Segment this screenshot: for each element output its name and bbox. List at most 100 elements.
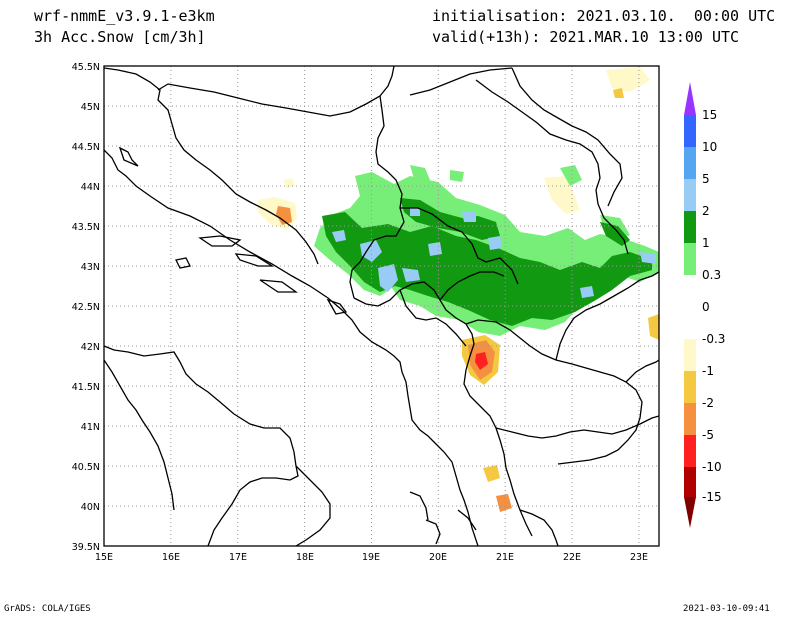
valid-time: valid(+13h): 2021.MAR.10 13:00 UTC	[432, 28, 740, 46]
colorbar-label: 5	[702, 172, 710, 186]
island	[175, 257, 191, 269]
field-patch	[402, 268, 420, 282]
border	[439, 271, 505, 301]
colorbar: 15 10 5 2 1 0.3 0 -0.3 -1 -2 -5 -10 -15	[684, 82, 725, 528]
lon-tick-label: 15E	[95, 552, 113, 563]
island	[259, 279, 299, 293]
lat-tick-label: 40.5N	[72, 462, 100, 473]
lon-tick-label: 17E	[229, 552, 247, 563]
field-patch	[475, 352, 488, 370]
island	[118, 146, 139, 167]
island	[234, 253, 275, 267]
italy-coast	[295, 465, 331, 546]
field-patch	[600, 222, 630, 246]
field-patch	[332, 230, 346, 242]
border	[353, 281, 533, 537]
model-title: wrf-nmmE_v3.9.1-e3km	[34, 7, 215, 25]
field-patch	[410, 208, 420, 216]
colorbar-label: -10	[702, 460, 722, 474]
lat-tick-label: 45.5N	[72, 62, 100, 73]
field-patch	[428, 242, 442, 256]
field-patch	[580, 286, 594, 298]
colorbar-label: 0.3	[702, 268, 721, 282]
lat-tick-label: 43.5N	[72, 222, 100, 233]
lat-tick-label: 44.5N	[72, 142, 100, 153]
lon-tick-label: 16E	[162, 552, 180, 563]
coastlines-borders	[104, 66, 659, 546]
lat-tick-label: 44N	[81, 182, 100, 193]
border	[425, 519, 441, 545]
lon-axis: 15E 16E 17E 18E 19E 20E 21E 22E 23E	[95, 552, 648, 563]
colorbar-segment	[684, 211, 696, 243]
border	[495, 415, 659, 439]
colorbar-label: 15	[702, 108, 717, 122]
colorbar-segment	[684, 403, 696, 435]
lon-tick-label: 23E	[630, 552, 648, 563]
field-patch	[378, 264, 398, 292]
border	[157, 66, 395, 117]
border	[104, 67, 319, 265]
colorbar-segment	[684, 307, 696, 339]
field-patch	[462, 212, 476, 222]
footer-credit: GrADS: COLA/IGES	[4, 604, 91, 614]
footer-timestamp: 2021-03-10-09:41	[683, 604, 770, 614]
border	[400, 207, 519, 285]
border	[519, 509, 559, 546]
lat-tick-label: 42.5N	[72, 302, 100, 313]
lat-axis: 45.5N 45N 44.5N 44N 43.5N 43N 42.5N 42N …	[72, 62, 100, 553]
colorbar-label: 10	[702, 140, 717, 154]
lat-tick-label: 41N	[81, 422, 100, 433]
colorbar-label: -2	[702, 396, 714, 410]
colorbar-label: 2	[702, 204, 710, 218]
italy-coast	[104, 345, 299, 546]
border	[475, 79, 629, 255]
field-patch	[560, 165, 582, 186]
lon-tick-label: 21E	[496, 552, 514, 563]
border	[625, 359, 659, 383]
colorbar-segment	[684, 147, 696, 179]
field-patch	[410, 165, 430, 182]
colorbar-segment	[684, 179, 696, 211]
colorbar-bottom-arrow	[684, 497, 696, 528]
field-patch	[648, 314, 659, 340]
field-patch	[450, 170, 464, 182]
colorbar-top-arrow	[684, 82, 696, 115]
colorbar-label: -15	[702, 490, 722, 504]
border	[457, 509, 477, 531]
lat-tick-label: 40N	[81, 502, 100, 513]
colorbar-label: -0.3	[702, 332, 725, 346]
lat-tick-label: 41.5N	[72, 382, 100, 393]
italy-coast	[104, 359, 175, 511]
lon-tick-label: 20E	[429, 552, 447, 563]
border	[409, 67, 513, 96]
colorbar-segment	[684, 115, 696, 147]
colorbar-segment	[684, 339, 696, 371]
field-patch	[613, 88, 624, 98]
field-patch	[496, 494, 512, 512]
island	[198, 235, 242, 247]
colorbar-label: -5	[702, 428, 714, 442]
field-patch	[483, 465, 500, 482]
colorbar-segment	[684, 243, 696, 275]
field-patch	[276, 206, 292, 225]
border	[465, 319, 643, 465]
field-title: 3h Acc.Snow [cm/3h]	[34, 28, 206, 46]
snow-field	[258, 67, 659, 512]
init-time: initialisation: 2021.03.10. 00:00 UTC	[432, 7, 776, 25]
border	[399, 289, 467, 347]
colorbar-label: 1	[702, 236, 710, 250]
lat-tick-label: 39.5N	[72, 542, 100, 553]
colorbar-segment	[684, 467, 696, 497]
colorbar-label: -1	[702, 364, 714, 378]
border	[555, 271, 659, 361]
colorbar-segment	[684, 275, 696, 307]
lon-tick-label: 19E	[362, 552, 380, 563]
field-patch	[640, 252, 656, 264]
lat-tick-label: 45N	[81, 102, 100, 113]
border	[409, 491, 429, 521]
lat-tick-label: 42N	[81, 342, 100, 353]
field-patch	[606, 67, 650, 92]
lon-tick-label: 18E	[296, 552, 314, 563]
island	[326, 298, 348, 315]
